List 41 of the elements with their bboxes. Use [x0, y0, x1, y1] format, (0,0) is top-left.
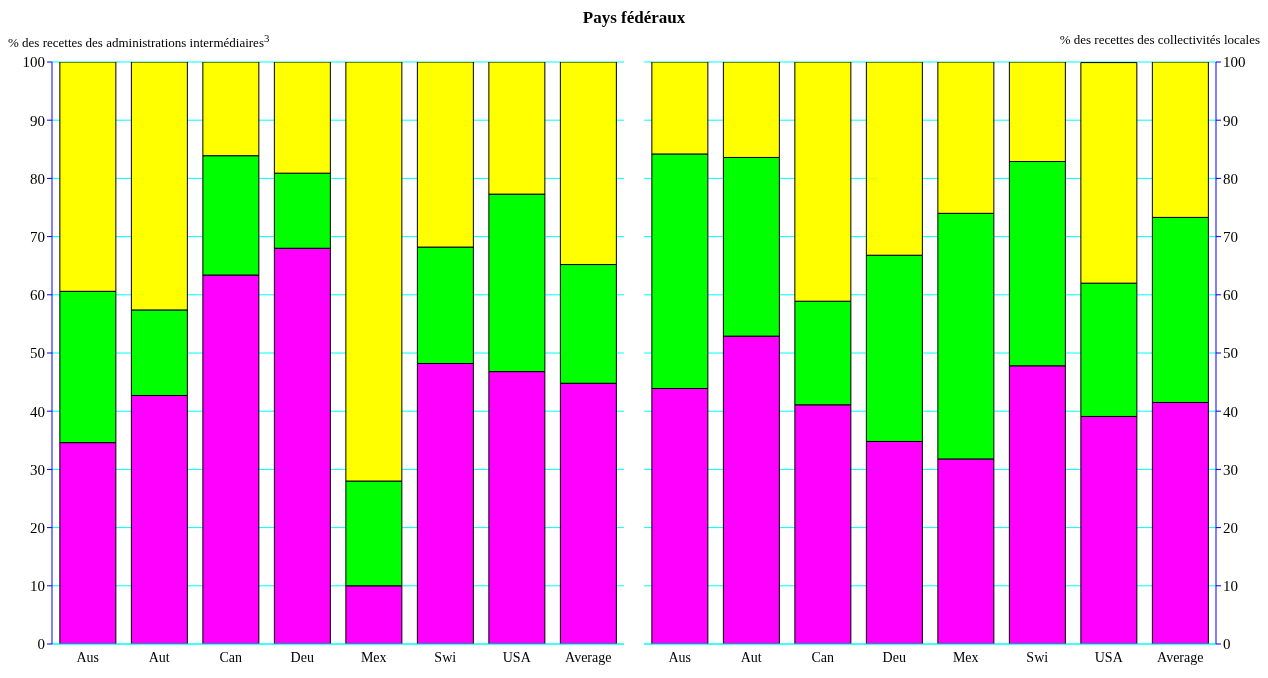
y2-tick-label: 90	[1223, 112, 1238, 129]
y-axis-title: % des recettes des administrations intermédiaires$^{3}$	[8, 32, 270, 52]
x-tick-label: Can	[811, 649, 835, 665]
chart-title: Pays fédéraux	[581, 8, 687, 29]
x-tick-label: Mex	[360, 649, 387, 665]
y2-tick-label: 100	[1223, 54, 1246, 71]
y2-tick-label: 50	[1223, 345, 1238, 362]
x-tick-label: Swi	[434, 649, 457, 665]
x-tick-label: Swi	[1026, 649, 1049, 665]
y-tick-label: 20	[30, 519, 45, 536]
y-tick-label: 40	[30, 403, 45, 420]
x-tick-label: USA	[1094, 649, 1124, 665]
y-tick-label: 80	[30, 170, 45, 187]
y2-tick-label: 60	[1223, 287, 1238, 304]
y-tick-label: 30	[30, 461, 45, 478]
y-tick-label: 50	[30, 345, 45, 362]
y2-tick-label: 70	[1223, 228, 1238, 245]
y-tick-label: 70	[30, 228, 45, 245]
x-tick-label: Deu	[882, 649, 906, 665]
y2-axis-title: % des recettes des collectivités locales	[1059, 32, 1260, 48]
x-tick-label: Mex	[952, 649, 979, 665]
x-tick-label: Deu	[290, 649, 314, 665]
x-tick-label: USA	[502, 649, 532, 665]
y-tick-label: 90	[30, 112, 45, 129]
x-tick-label: Aus	[668, 649, 692, 665]
y2-tick-label: 10	[1223, 578, 1238, 595]
x-tick-label: Average	[1157, 649, 1204, 665]
y-tick-label: 10	[30, 578, 45, 595]
y-tick-label: 100	[22, 54, 45, 71]
x-tick-label: Average	[565, 649, 612, 665]
y2-tick-label: 40	[1223, 403, 1238, 420]
x-tick-label: Can	[219, 649, 243, 665]
y-tick-label: 60	[30, 287, 45, 304]
x-tick-label: Aut	[740, 649, 762, 665]
x-tick-label: Aus	[76, 649, 100, 665]
y2-tick-label: 0	[1223, 636, 1231, 653]
x-tick-label: Aut	[148, 649, 170, 665]
y2-tick-label: 80	[1223, 170, 1238, 187]
y-tick-label: 0	[37, 636, 45, 653]
y2-tick-label: 30	[1223, 461, 1238, 478]
y2-tick-label: 20	[1223, 519, 1238, 536]
